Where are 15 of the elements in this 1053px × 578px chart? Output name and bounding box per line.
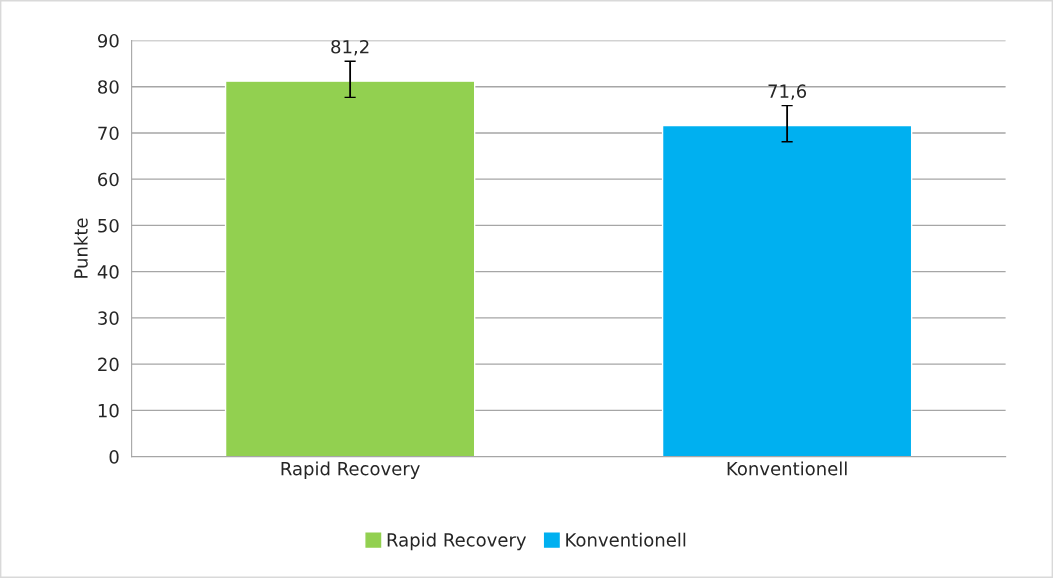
data-label: 71,6 bbox=[768, 84, 807, 100]
y-tick-label: 90 bbox=[97, 33, 119, 48]
y-tick-label: 50 bbox=[98, 218, 119, 233]
y-tick-label: 20 bbox=[98, 357, 119, 372]
y-tick-label: 30 bbox=[98, 311, 119, 326]
y-tick-label: 60 bbox=[98, 172, 119, 187]
legend-label: Konventionell bbox=[566, 532, 686, 547]
y-tick-label: 0 bbox=[109, 450, 119, 464]
y-tick-label: 10 bbox=[98, 403, 119, 418]
y-tick-label: 70 bbox=[98, 126, 119, 141]
y-tick-label: 40 bbox=[97, 265, 119, 279]
y-tick-label: 80 bbox=[98, 80, 119, 94]
y-axis-title: Punkte bbox=[73, 218, 88, 278]
legend-label: Rapid Recovery bbox=[387, 532, 527, 551]
data-label: 81,2 bbox=[331, 39, 369, 56]
